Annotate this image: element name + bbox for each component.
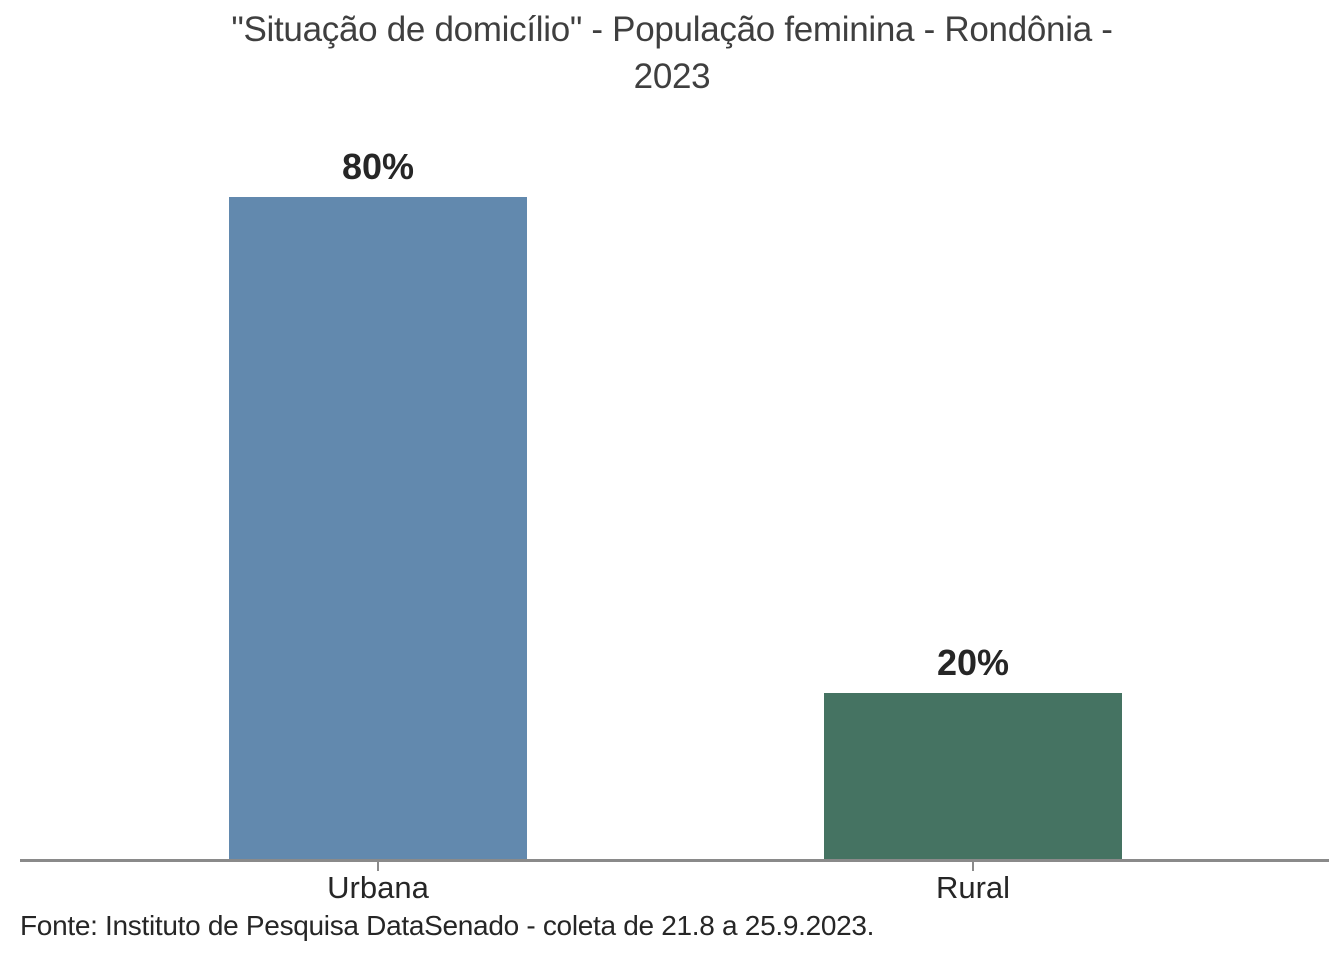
chart-title-line-1: "Situação de domicílio" - População femi…: [231, 10, 1113, 49]
chart-title: "Situação de domicílio" - População femi…: [0, 6, 1344, 100]
x-axis-line: [20, 859, 1329, 862]
bar-rural: [824, 693, 1122, 859]
value-label-rural: 20%: [936, 642, 1010, 683]
source-note: Fonte: Instituto de Pesquisa DataSenado …: [20, 910, 875, 941]
bar-urbana: [229, 197, 527, 859]
x-axis-tick: [377, 862, 379, 871]
chart-title-line-2: 2023: [633, 57, 711, 96]
category-label-rural: Rural: [935, 870, 1011, 905]
category-label-urbana: Urbana: [327, 870, 429, 905]
x-axis-tick: [972, 862, 974, 871]
value-label-urbana: 80%: [341, 146, 415, 187]
